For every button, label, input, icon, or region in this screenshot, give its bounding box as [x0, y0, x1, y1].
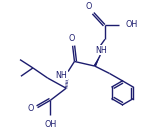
Text: O: O — [86, 2, 92, 11]
Text: O: O — [28, 104, 34, 113]
Text: NH: NH — [56, 71, 67, 80]
Text: OH: OH — [125, 20, 137, 29]
Text: O: O — [68, 34, 75, 43]
Polygon shape — [94, 55, 100, 67]
Text: NH: NH — [95, 46, 107, 55]
Text: OH: OH — [44, 120, 57, 129]
